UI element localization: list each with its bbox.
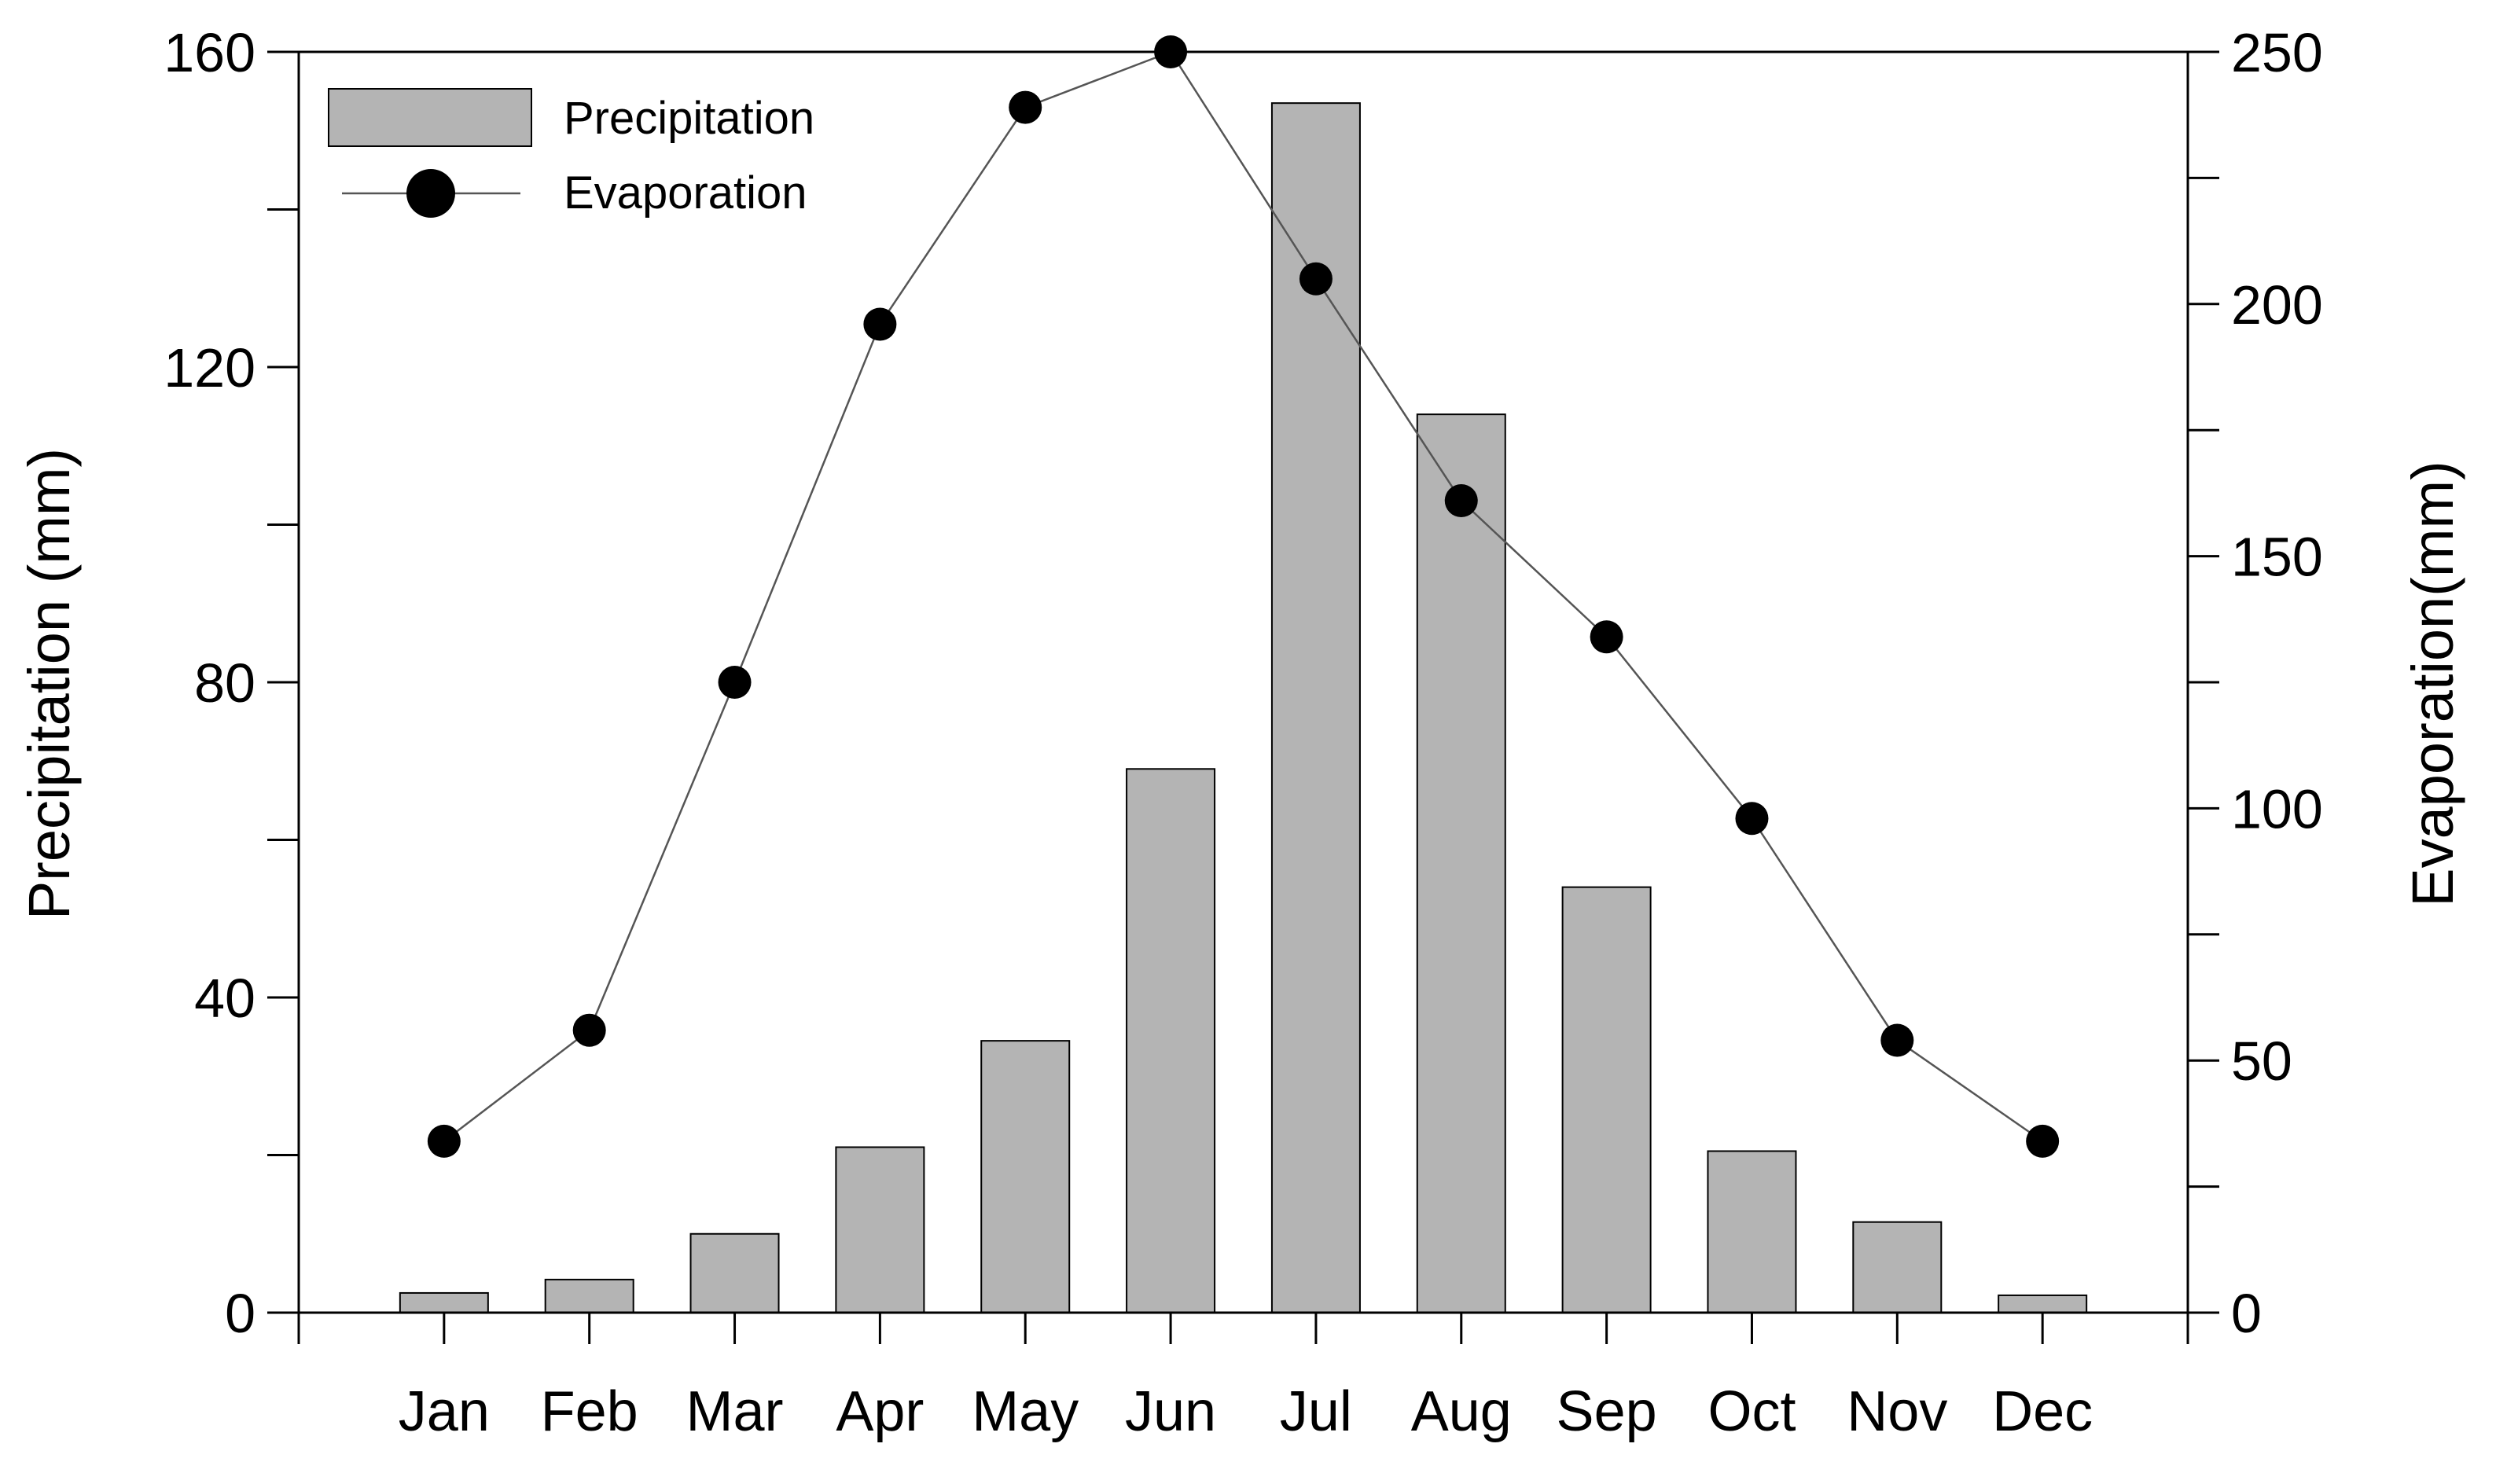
- y-axis-right-title: Evaporation(mm): [2400, 461, 2465, 907]
- evaporation-point-jan: [427, 1124, 461, 1158]
- y-axis-right-tick-label: 0: [2231, 1283, 2262, 1344]
- precipitation-bar-nov: [1852, 1221, 1943, 1314]
- y-axis-left-tick-label: 80: [194, 652, 255, 714]
- legend-evaporation-marker: [406, 169, 455, 218]
- evaporation-point-feb: [572, 1013, 606, 1047]
- y-axis-left-tick-label: 0: [225, 1283, 255, 1344]
- y-axis-right-tick-label: 200: [2231, 274, 2323, 336]
- y-axis-right-tick-label: 150: [2231, 527, 2323, 588]
- precipitation-bar-mar: [689, 1232, 780, 1313]
- x-axis-tick-label-apr: Apr: [836, 1380, 924, 1443]
- precipitation-bar-may: [980, 1040, 1071, 1313]
- precipitation-bar-dec: [1998, 1294, 2088, 1313]
- evaporation-line: [443, 50, 2043, 1142]
- evaporation-point-dec: [2026, 1124, 2060, 1158]
- evaporation-point-mar: [718, 666, 752, 699]
- x-axis-tick-label-feb: Feb: [541, 1380, 638, 1443]
- evaporation-point-aug: [1444, 484, 1478, 518]
- evaporation-point-oct: [1735, 802, 1769, 836]
- y-axis-right-tick-label: 100: [2231, 778, 2323, 839]
- precipitation-bar-apr: [835, 1146, 925, 1313]
- y-axis-right-tick-label: 50: [2231, 1030, 2292, 1092]
- x-axis-tick-label-oct: Oct: [1707, 1380, 1796, 1443]
- evaporation-point-sep: [1590, 620, 1623, 654]
- x-axis-tick-label-dec: Dec: [1992, 1380, 2093, 1443]
- legend-evaporation-label: Evaporation: [564, 167, 807, 219]
- y-axis-left-title: Precipitation (mm): [17, 448, 82, 920]
- y-axis-left-tick-label: 40: [194, 968, 255, 1029]
- y-axis-right-tick-label: 250: [2231, 22, 2323, 83]
- y-axis-left-tick-label: 120: [164, 337, 255, 399]
- x-axis-tick-label-jul: Jul: [1280, 1380, 1352, 1443]
- x-axis-tick-label-nov: Nov: [1847, 1380, 1947, 1443]
- evaporation-point-may: [1009, 90, 1042, 124]
- precipitation-bar-jul: [1270, 102, 1361, 1314]
- precipitation-bar-oct: [1707, 1150, 1797, 1314]
- precipitation-bar-sep: [1561, 886, 1652, 1313]
- x-axis-tick-label-sep: Sep: [1557, 1380, 1657, 1443]
- legend-precipitation-swatch: [328, 88, 532, 147]
- evaporation-point-jul: [1299, 262, 1333, 296]
- legend: Precipitation Evaporation: [328, 88, 814, 219]
- evaporation-point-apr: [863, 307, 897, 341]
- precipitation-bars: [399, 102, 2088, 1314]
- x-axis-tick-label-jun: Jun: [1125, 1380, 1216, 1443]
- x-axis-tick-label-may: May: [972, 1380, 1079, 1443]
- precipitation-bar-jan: [399, 1291, 489, 1313]
- x-axis-tick-label-jan: Jan: [399, 1380, 490, 1443]
- tick-labels: 0 40 80 120 160 0 50 100 150 200 250 Jan Feb Mar Apr Ma…: [164, 22, 2323, 1443]
- x-axis-tick-label-aug: Aug: [1411, 1380, 1512, 1443]
- axes: [267, 50, 2219, 1344]
- legend-precipitation-label: Precipitation: [564, 93, 814, 144]
- precipitation-bar-aug: [1416, 413, 1506, 1313]
- precipitation-bar-feb: [544, 1278, 634, 1314]
- x-axis-tick-label-mar: Mar: [686, 1380, 784, 1443]
- precipitation-bar-jun: [1126, 768, 1216, 1313]
- y-axis-left-tick-label: 160: [164, 22, 255, 83]
- evaporation-point-nov: [1880, 1023, 1914, 1057]
